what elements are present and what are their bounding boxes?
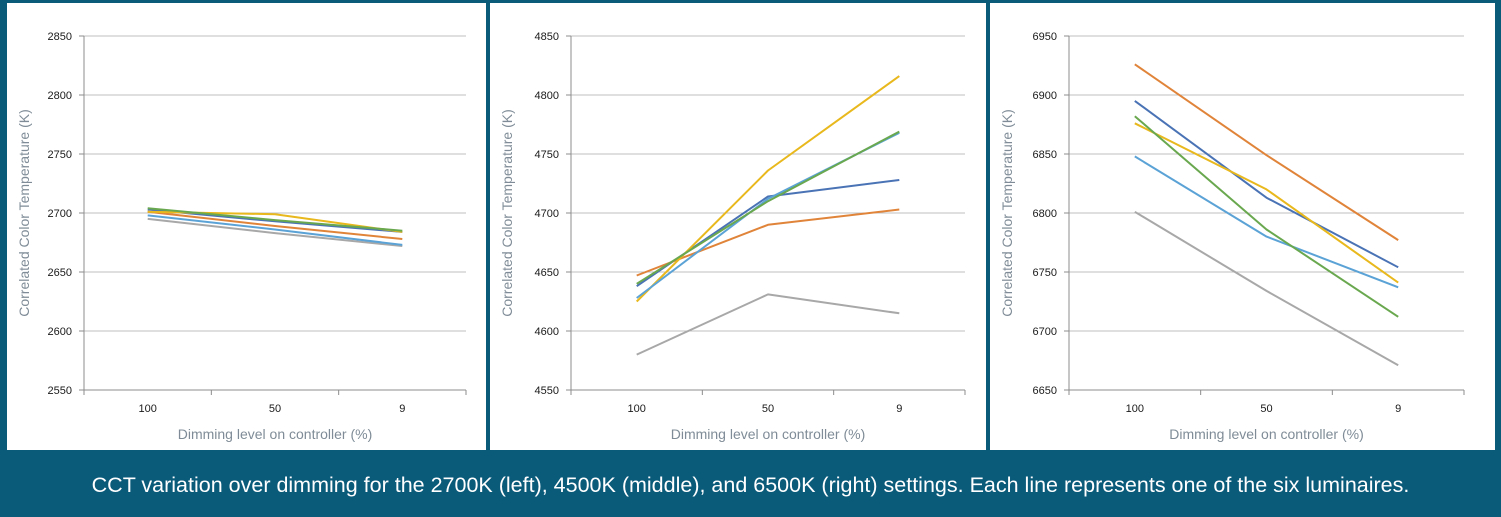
- y-tick-label: 6800: [1033, 208, 1057, 220]
- series-line-3: [1134, 210, 1399, 367]
- chart-middle: 4550 4600 4650 4700 4750 4800 4850 100 50 9 Dimmin…: [499, 31, 966, 442]
- x-tick-label: 50: [762, 403, 774, 415]
- y-tick-label: 4800: [535, 90, 559, 102]
- series-line-3: [147, 217, 403, 247]
- x-axis-title: Dimming level on controller (%): [671, 426, 866, 442]
- y-tick-label: 4750: [535, 149, 559, 161]
- y-tick-label: 6950: [1033, 31, 1057, 43]
- x-axis-title: Dimming level on controller (%): [178, 426, 373, 442]
- series-line-4: [635, 75, 900, 303]
- series-line-4: [1134, 122, 1399, 284]
- y-tick-label: 2550: [48, 385, 72, 397]
- series-line-5: [147, 214, 403, 246]
- series-line-2: [636, 208, 900, 277]
- x-tick-label: 100: [627, 403, 645, 415]
- y-tick-label: 2850: [48, 31, 72, 43]
- y-tick-label: 2750: [48, 149, 72, 161]
- y-axis-title: Correlated Color Temperature (K): [16, 109, 32, 317]
- y-tick-label: 4600: [535, 326, 559, 338]
- y-tick-label: 2600: [48, 326, 72, 338]
- x-tick-label: 50: [269, 403, 281, 415]
- chart-left: 2550 2600 2650 2700 2750 2800 2850 100 50 9 Dimmin…: [16, 31, 467, 442]
- y-tick-label: 4650: [535, 267, 559, 279]
- y-tick-label: 6900: [1033, 90, 1057, 102]
- series-line-5: [1134, 155, 1399, 289]
- x-tick-label: 9: [1395, 403, 1401, 415]
- y-axis-title: Correlated Color Temperature (K): [499, 109, 515, 317]
- x-axis-title: Dimming level on controller (%): [1169, 426, 1364, 442]
- x-tick-label: 100: [1126, 403, 1144, 415]
- y-axis-title: Correlated Color Temperature (K): [999, 109, 1015, 317]
- series-line-3: [636, 293, 900, 356]
- y-tick-label: 2650: [48, 267, 72, 279]
- chart-panel-middle: 4550 4600 4650 4700 4750 4800 4850 100 50 9 Dimmin…: [490, 3, 986, 450]
- series-line-2: [1134, 63, 1399, 241]
- series-line-6: [636, 130, 900, 285]
- y-tick-label: 4550: [535, 385, 559, 397]
- x-tick-label: 9: [399, 403, 405, 415]
- y-tick-label: 6700: [1033, 326, 1057, 338]
- series-line-1: [1134, 100, 1399, 269]
- x-tick-label: 100: [138, 403, 156, 415]
- series-line-6: [147, 207, 403, 232]
- series-line-2: [147, 210, 403, 240]
- y-tick-label: 2700: [48, 208, 72, 220]
- figure-caption: CCT variation over dimming for the 2700K…: [91, 473, 1410, 497]
- y-tick-label: 6850: [1033, 149, 1057, 161]
- y-tick-label: 4850: [535, 31, 559, 43]
- series-line-1: [636, 179, 900, 288]
- series-line-5: [636, 131, 900, 299]
- y-tick-label: 6650: [1033, 385, 1057, 397]
- chart-panel-right: 6650 6700 6750 6800 6850 6900 6950 100 50 9 Dimmin…: [990, 3, 1495, 450]
- x-tick-label: 50: [1260, 403, 1272, 415]
- x-tick-label: 9: [896, 403, 902, 415]
- y-tick-label: 4700: [535, 208, 559, 220]
- chart-panel-left: 2550 2600 2650 2700 2750 2800 2850 100 50 9 Dimmin…: [7, 3, 486, 450]
- y-tick-label: 2800: [48, 90, 72, 102]
- chart-right: 6650 6700 6750 6800 6850 6900 6950 100 50 9 Dimmin…: [999, 31, 1465, 442]
- series-line-6: [1134, 115, 1399, 318]
- y-tick-label: 6750: [1033, 267, 1057, 279]
